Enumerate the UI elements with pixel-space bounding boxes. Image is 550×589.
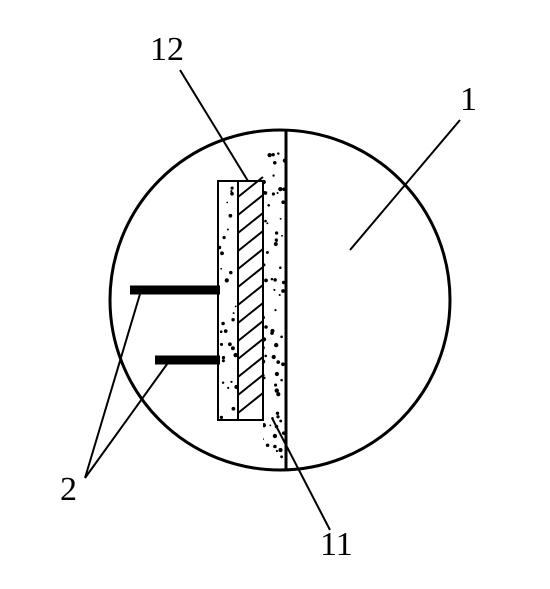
main-circle [110, 130, 450, 470]
pins-group [130, 290, 220, 360]
label-2: 2 [60, 471, 77, 508]
leader-2 [85, 294, 170, 478]
leader-11 [272, 418, 330, 530]
label-12: 12 [150, 31, 184, 68]
diagram-figure: 121211 [0, 0, 550, 589]
speckle-region-right [261, 140, 287, 458]
leaders-group [85, 70, 460, 530]
labels-group: 121211 [60, 31, 477, 563]
leader-1 [350, 120, 460, 250]
label-1: 1 [460, 81, 477, 118]
label-11: 11 [320, 526, 353, 563]
leader-12 [180, 70, 248, 181]
